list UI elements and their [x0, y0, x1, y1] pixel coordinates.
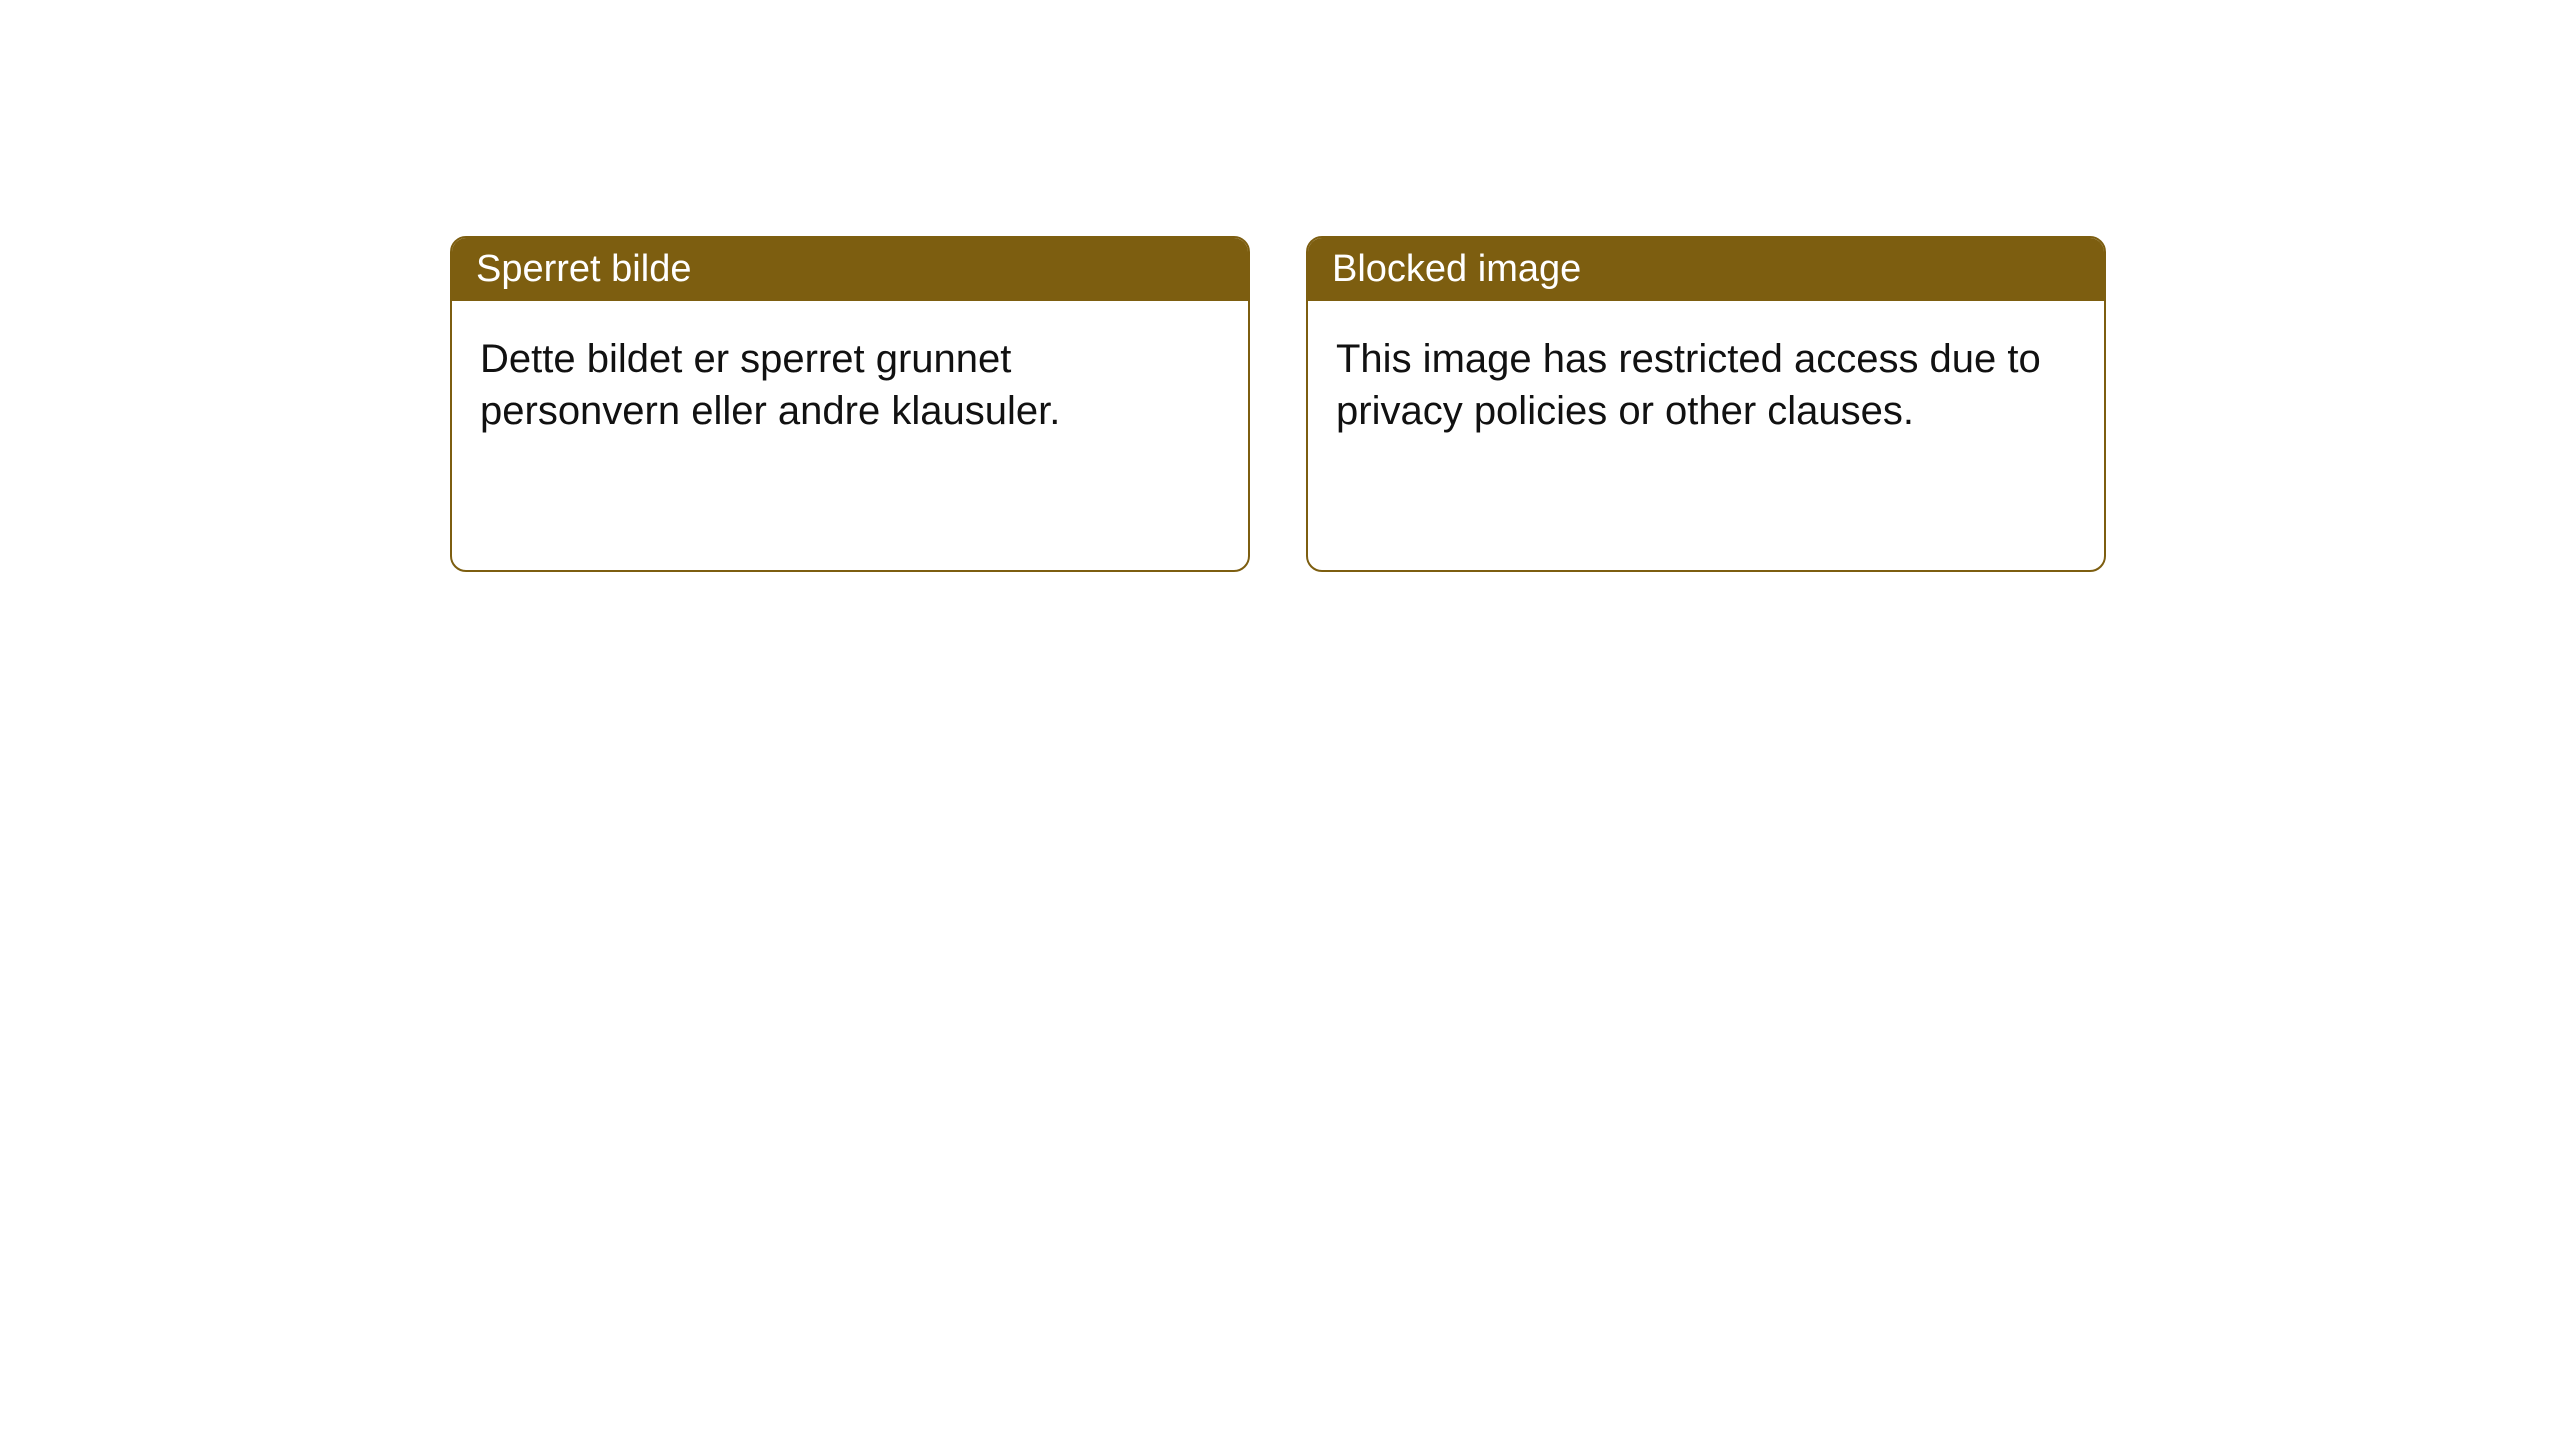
card-title: Blocked image — [1332, 248, 1581, 290]
card-body: This image has restricted access due to … — [1308, 301, 2104, 469]
card-title: Sperret bilde — [476, 248, 691, 290]
card-body-text: This image has restricted access due to … — [1336, 337, 2041, 433]
blocked-image-card-no: Sperret bilde Dette bildet er sperret gr… — [450, 236, 1250, 572]
blocked-image-card-en: Blocked image This image has restricted … — [1306, 236, 2106, 572]
card-header: Sperret bilde — [452, 238, 1248, 301]
card-body-text: Dette bildet er sperret grunnet personve… — [480, 337, 1060, 433]
cards-container: Sperret bilde Dette bildet er sperret gr… — [450, 236, 2106, 572]
card-body: Dette bildet er sperret grunnet personve… — [452, 301, 1248, 469]
card-header: Blocked image — [1308, 238, 2104, 301]
